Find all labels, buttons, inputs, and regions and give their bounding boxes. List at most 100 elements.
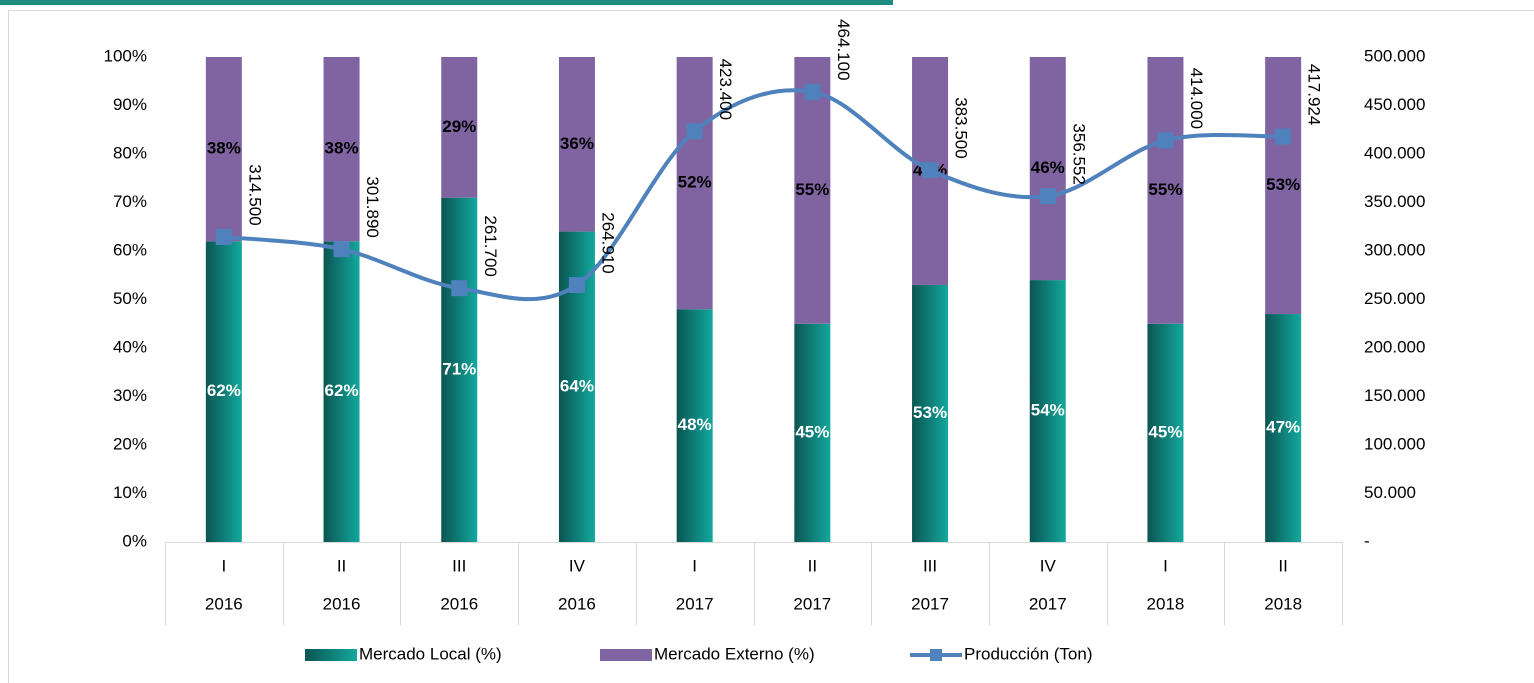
bar — [323, 241, 360, 543]
bar — [912, 284, 949, 542]
x-group-label: 2016 — [440, 594, 478, 613]
data-label: 46% — [1031, 158, 1065, 177]
x-tick-label: III — [452, 556, 466, 575]
y-tick-label: 80% — [113, 143, 147, 162]
bar — [1147, 57, 1184, 324]
data-label: 64% — [560, 376, 594, 395]
line-marker — [922, 162, 939, 179]
y-tick-label: 0% — [122, 531, 147, 550]
x-tick-label: I — [221, 556, 226, 575]
line-data-label: 314.500 — [245, 164, 264, 225]
data-label: 71% — [442, 359, 476, 378]
chart-frame — [8, 10, 1534, 683]
y2-tick-label: 300.000 — [1364, 240, 1425, 259]
y-tick-label: 90% — [113, 95, 147, 114]
bar — [1265, 57, 1302, 315]
line-data-label: 464.100 — [834, 19, 853, 80]
data-label: 55% — [795, 180, 829, 199]
line-data-label: 383.500 — [952, 97, 971, 158]
bar — [205, 241, 242, 543]
bar — [1265, 314, 1302, 542]
y2-tick-label: 150.000 — [1364, 386, 1425, 405]
bar — [794, 323, 831, 542]
data-label: 47% — [1266, 418, 1300, 437]
y-tick-label: 10% — [113, 483, 147, 502]
y-tick-label: 70% — [113, 192, 147, 211]
bar — [441, 57, 478, 198]
line-data-label: 264.910 — [598, 212, 617, 273]
data-label: 55% — [1148, 180, 1182, 199]
y2-tick-label: 350.000 — [1364, 192, 1425, 211]
header-strip — [0, 0, 893, 5]
line-marker — [804, 83, 821, 100]
y2-tick-label: 100.000 — [1364, 434, 1425, 453]
line-data-label: 423.400 — [716, 59, 735, 120]
x-group-label: 2017 — [793, 594, 831, 613]
line-data-label: 356.552 — [1069, 123, 1088, 184]
x-group-label: 2017 — [1029, 594, 1067, 613]
bar — [676, 309, 713, 542]
line-data-label: 414.000 — [1187, 68, 1206, 129]
data-label: 52% — [678, 173, 712, 192]
y2-tick-label: 450.000 — [1364, 95, 1425, 114]
data-label: 48% — [678, 415, 712, 434]
legend-label: Mercado Externo (%) — [654, 644, 815, 663]
y-tick-label: 40% — [113, 337, 147, 356]
line-data-label: 301.890 — [363, 176, 382, 237]
data-label: 53% — [1266, 175, 1300, 194]
x-group-label: 2016 — [323, 594, 361, 613]
bar — [1147, 323, 1184, 542]
y2-tick-label: 400.000 — [1364, 143, 1425, 162]
data-label: 53% — [913, 403, 947, 422]
data-label: 62% — [207, 381, 241, 400]
y-tick-label: 30% — [113, 386, 147, 405]
x-group-label: 2018 — [1264, 594, 1302, 613]
y2-tick-label: 200.000 — [1364, 337, 1425, 356]
bar — [558, 57, 595, 232]
x-group-label: 2017 — [676, 594, 714, 613]
data-label: 45% — [1148, 422, 1182, 441]
line-marker — [1157, 132, 1174, 149]
x-tick-label: I — [692, 556, 697, 575]
x-tick-label: II — [337, 556, 346, 575]
y-tick-label: 50% — [113, 289, 147, 308]
x-group-label: 2017 — [911, 594, 949, 613]
bar — [794, 57, 831, 324]
x-group-label: 2016 — [205, 594, 243, 613]
legend-marker — [930, 649, 942, 661]
x-tick-label: I — [1163, 556, 1168, 575]
line-marker — [686, 123, 703, 140]
y2-tick-label: 50.000 — [1364, 483, 1416, 502]
x-tick-label: III — [923, 556, 937, 575]
line-data-label: 261.700 — [481, 215, 500, 276]
line — [223, 88, 1284, 302]
bar — [205, 57, 242, 242]
data-label: 29% — [442, 117, 476, 136]
y-tick-label: 20% — [113, 434, 147, 453]
bar — [323, 57, 360, 242]
legend-label: Mercado Local (%) — [359, 644, 502, 663]
data-label: 36% — [560, 134, 594, 153]
bar — [676, 57, 713, 310]
x-tick-label: II — [1278, 556, 1287, 575]
legend-swatch — [305, 649, 357, 661]
data-label: 45% — [795, 422, 829, 441]
line-marker — [333, 241, 350, 258]
line-marker — [1039, 188, 1056, 205]
legend-label: Producción (Ton) — [964, 644, 1093, 663]
y2-tick-label: - — [1364, 531, 1370, 550]
x-tick-label: II — [808, 556, 817, 575]
y2-tick-label: 500.000 — [1364, 46, 1425, 65]
data-label: 38% — [207, 139, 241, 158]
x-tick-label: IV — [569, 556, 586, 575]
x-group-label: 2016 — [558, 594, 596, 613]
bar — [441, 197, 478, 542]
bar — [1029, 280, 1066, 542]
line-marker — [215, 228, 232, 245]
line-marker — [451, 280, 468, 297]
line-marker — [1275, 128, 1292, 145]
x-tick-label: IV — [1040, 556, 1057, 575]
line-marker — [568, 277, 585, 294]
bar — [1029, 57, 1066, 281]
